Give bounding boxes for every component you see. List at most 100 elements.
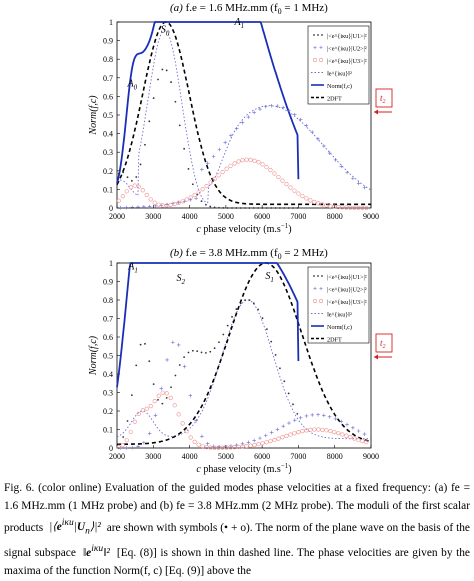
u1-point bbox=[122, 436, 125, 438]
u3-point bbox=[336, 204, 341, 210]
u1-point bbox=[261, 207, 264, 209]
u1-point bbox=[161, 68, 164, 71]
u2-point bbox=[200, 434, 204, 439]
u1-point bbox=[165, 396, 168, 399]
u2-point bbox=[275, 104, 280, 108]
u1-point bbox=[279, 207, 281, 209]
u3-point bbox=[300, 429, 305, 434]
u2-point bbox=[275, 427, 280, 432]
u3-point bbox=[356, 437, 361, 442]
u1-point bbox=[252, 207, 255, 209]
legend-symbol bbox=[321, 275, 323, 277]
u3-point bbox=[192, 439, 197, 444]
y-tick-label: 0.7 bbox=[103, 74, 113, 83]
u2-point bbox=[252, 438, 256, 443]
u2-point bbox=[223, 140, 227, 145]
u3-point bbox=[308, 198, 313, 203]
u3-point bbox=[300, 194, 305, 199]
u1-point bbox=[152, 383, 155, 386]
u3-point bbox=[120, 194, 125, 199]
u3-point bbox=[264, 440, 269, 445]
y-axis-label: Norm(f,c) bbox=[88, 95, 99, 136]
u3-point bbox=[332, 429, 337, 435]
x-tick-label: 9000 bbox=[363, 212, 379, 221]
y-tick-label: 0.8 bbox=[103, 55, 113, 64]
y-tick-label: 0.6 bbox=[103, 92, 113, 101]
legend-label: ‖e^{iκu}‖² bbox=[327, 312, 352, 319]
u3-point bbox=[140, 188, 145, 193]
u1-point bbox=[135, 176, 138, 178]
u1-point bbox=[161, 402, 164, 405]
u3-point bbox=[344, 433, 349, 438]
y-tick-label: 0.4 bbox=[103, 130, 113, 139]
u3-point bbox=[224, 445, 229, 450]
u3-point bbox=[192, 192, 197, 198]
u1-point bbox=[165, 69, 168, 72]
u3-point bbox=[208, 445, 213, 450]
u1-point bbox=[139, 163, 142, 166]
u2-point bbox=[263, 104, 268, 109]
y-tick-label: 0 bbox=[109, 444, 113, 453]
u2-point bbox=[205, 441, 210, 446]
u3-point bbox=[272, 437, 277, 443]
u1-point bbox=[157, 398, 159, 401]
t2-marker: t2 bbox=[380, 338, 386, 350]
u3-point bbox=[132, 183, 137, 188]
legend-symbol bbox=[318, 298, 323, 303]
u3-point bbox=[308, 427, 313, 432]
u3-point bbox=[200, 444, 205, 449]
u2-point bbox=[124, 205, 129, 210]
u1-point bbox=[283, 207, 286, 209]
u2-point bbox=[327, 151, 332, 155]
u1-point bbox=[279, 367, 281, 370]
u2-point bbox=[176, 343, 181, 347]
u1-point bbox=[296, 412, 299, 415]
y-tick-label: 0.7 bbox=[103, 315, 113, 324]
u3-point bbox=[280, 178, 285, 183]
u1-point bbox=[117, 443, 120, 446]
u1-point bbox=[292, 403, 294, 406]
u3-point bbox=[152, 200, 157, 205]
u2-point bbox=[293, 418, 297, 422]
u1-point bbox=[252, 302, 255, 305]
u1-point bbox=[248, 207, 251, 209]
u3-point bbox=[280, 435, 285, 440]
u1-point bbox=[235, 207, 238, 209]
u3-point bbox=[196, 190, 201, 195]
x-tick-label: 7000 bbox=[290, 452, 306, 461]
u3-point bbox=[260, 162, 265, 167]
figure-canvas: (a) f.e = 1.6 MHz.mm (f0 = 1 MHz) 0 0.1 0.2… bbox=[88, 2, 393, 475]
u1-point bbox=[248, 299, 251, 302]
u3-point bbox=[124, 189, 129, 194]
y-tick-label: 0.3 bbox=[103, 389, 113, 398]
u2-point bbox=[229, 133, 233, 138]
u2-point bbox=[118, 205, 123, 210]
u3-point bbox=[152, 398, 157, 404]
u2-point bbox=[333, 417, 338, 421]
u3-point bbox=[148, 404, 153, 409]
u3-point bbox=[260, 441, 265, 446]
u1-point bbox=[144, 342, 146, 345]
u1-point bbox=[209, 205, 212, 208]
u1-point bbox=[257, 308, 260, 311]
u3-point bbox=[320, 202, 325, 207]
u3-point bbox=[304, 428, 309, 433]
x-tick-label: 5000 bbox=[218, 212, 234, 221]
x-tick-label: 5000 bbox=[218, 452, 234, 461]
y-tick-label: 1 bbox=[109, 18, 113, 27]
u3-point bbox=[176, 412, 181, 417]
u2-point bbox=[298, 415, 303, 420]
u1-point bbox=[191, 349, 194, 352]
u2-point bbox=[258, 107, 262, 111]
u1-point bbox=[139, 343, 142, 346]
chart-panel: (b) f.e = 3.8 MHz.mm (f0 = 2 MHz) 0 0.1 0.2… bbox=[88, 247, 393, 475]
u3-point bbox=[184, 197, 189, 202]
u3-point bbox=[144, 192, 149, 198]
y-axis-label: Norm(f,c) bbox=[88, 335, 99, 376]
u1-point bbox=[287, 392, 290, 395]
u3-point bbox=[240, 444, 245, 449]
u3-point bbox=[204, 183, 209, 189]
u1-point bbox=[130, 179, 133, 182]
y-tick-label: 0.4 bbox=[103, 370, 113, 379]
u3-point bbox=[188, 435, 193, 440]
